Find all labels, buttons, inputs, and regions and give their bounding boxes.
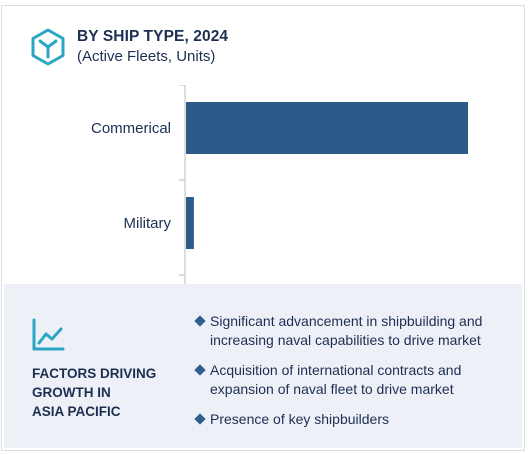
diamond-bullet-icon [194,315,206,327]
bar-commerical [186,102,468,154]
factors-heading: FACTORS DRIVING GROWTH IN ASIA PACIFIC [32,364,182,421]
factors-heading-line: FACTORS DRIVING [32,366,157,381]
factor-item: Significant advancement in shipbuilding … [194,312,514,350]
bar-military [186,197,194,249]
factor-text: Presence of key shipbuilders [210,411,389,427]
chart-subtitle: (Active Fleets, Units) [77,48,216,65]
chart-header: BY SHIP TYPE, 2024 (Active Fleets, Units… [30,26,430,70]
growth-factors-panel: FACTORS DRIVING GROWTH IN ASIA PACIFIC S… [4,284,522,448]
diamond-bullet-icon [194,413,206,425]
category-label: Military [124,215,172,232]
factors-heading-line: ASIA PACIFIC [32,404,121,419]
line-chart-icon [32,318,65,351]
factor-text: Acquisition of international contracts a… [210,362,462,397]
diamond-bullet-icon [194,364,206,376]
factor-list: Significant advancement in shipbuilding … [194,312,514,440]
bar-chart: Commerical Military [91,85,468,285]
factor-text: Significant advancement in shipbuilding … [210,313,483,348]
chart-title: BY SHIP TYPE, 2024 [77,28,229,45]
factors-heading-line: GROWTH IN [32,385,111,400]
factor-item: Acquisition of international contracts a… [194,361,514,399]
cube-network-icon [31,28,65,66]
factor-item: Presence of key shipbuilders [194,410,514,429]
category-label: Commerical [91,120,171,137]
